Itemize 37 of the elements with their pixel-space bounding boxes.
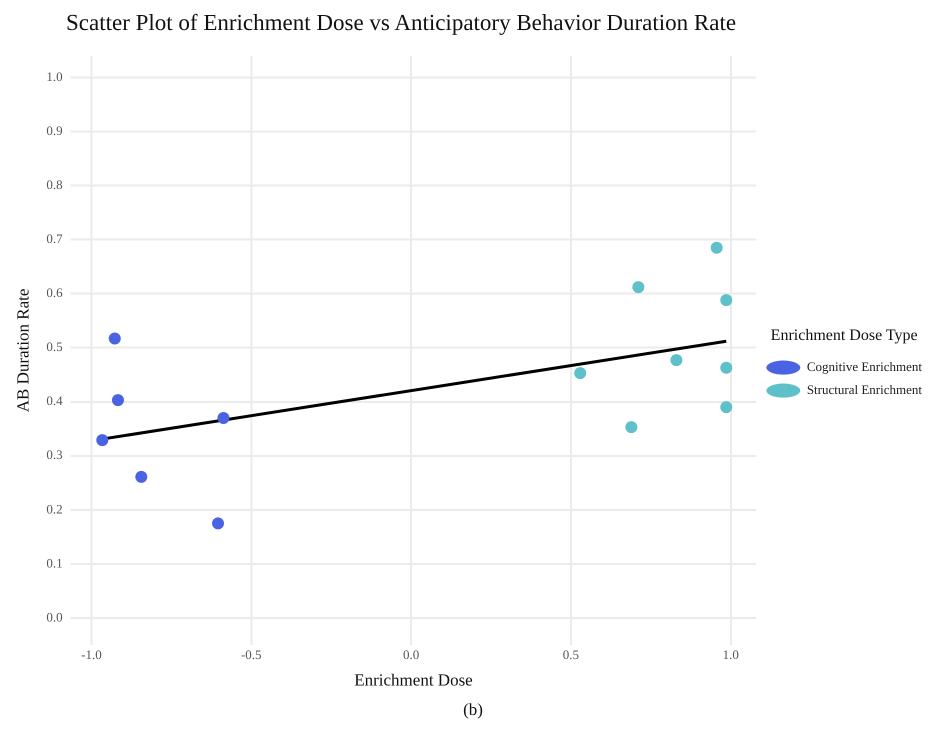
y-tick-label: 0.6 [46, 285, 64, 300]
point [217, 412, 230, 424]
y-tick-label: 0.2 [46, 501, 63, 516]
x-axis-title: Enrichment Dose [354, 670, 473, 690]
y-tick-label: 0.4 [46, 393, 64, 408]
y-tick-label: 0.5 [46, 339, 63, 354]
x-tick-label: -0.5 [240, 647, 262, 662]
point [135, 470, 148, 483]
point [720, 362, 732, 374]
point [625, 421, 638, 434]
y-axis-title: AB Duration Rate [14, 288, 33, 412]
point [670, 354, 682, 366]
legend-label: Structural Enrichment [806, 382, 922, 398]
y-tick-label: 1.0 [46, 68, 63, 84]
chart-title: Scatter Plot of Enrichment Dose vs Anticipatory Behavior Duration Rate [66, 10, 736, 36]
y-tick-label: 0.7 [46, 231, 64, 246]
y-tick-label: 0.1 [46, 555, 63, 570]
point [96, 434, 108, 446]
y-tick-label: 0.3 [46, 447, 63, 462]
legend-label: Cognitive Enrichment [806, 359, 922, 374]
point [632, 281, 644, 294]
y-tick-label: 0.0 [46, 609, 63, 624]
legend-title: Enrichment Dose Type [770, 327, 918, 344]
x-tick-label: 1.0 [722, 647, 739, 662]
point [574, 367, 586, 380]
point [710, 242, 723, 254]
x-tick-label: 0.0 [402, 647, 420, 662]
point [720, 294, 732, 306]
x-tick-label: -1.0 [81, 647, 102, 662]
y-tick-label: 0.9 [46, 122, 63, 138]
x-tick-label: 0.5 [562, 647, 580, 662]
point [720, 401, 732, 414]
point [108, 332, 121, 345]
text: (b) [462, 700, 484, 720]
point [112, 394, 124, 406]
point [212, 517, 224, 530]
y-tick-label: 0.8 [46, 176, 63, 192]
